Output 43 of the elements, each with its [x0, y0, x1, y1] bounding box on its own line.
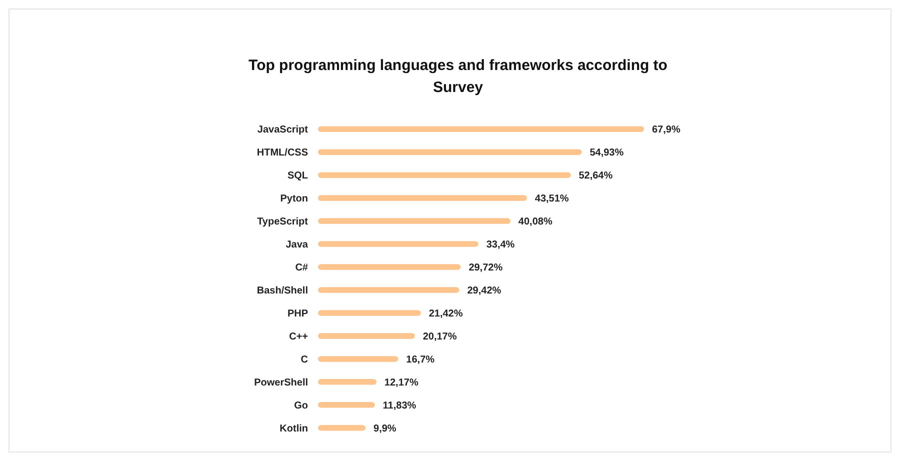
chart-title: Top programming languages and frameworks according to Survey: [248, 57, 668, 96]
data-label: 16,7%: [406, 354, 435, 366]
y-tick-label: C++: [289, 331, 308, 342]
bar: [318, 241, 478, 247]
data-label: 67,9%: [652, 124, 680, 136]
data-label: 54,93%: [590, 148, 624, 159]
data-label: 11,83%: [382, 400, 416, 412]
bar: [318, 195, 527, 201]
bar: [318, 379, 376, 385]
y-tick-label: C: [300, 354, 308, 366]
y-tick-label: HTML/CSS: [256, 148, 308, 159]
y-tick-label: Go: [294, 400, 308, 412]
data-label: 40,08%: [518, 216, 552, 228]
bar: [318, 287, 460, 293]
data-label: 33,4%: [486, 240, 515, 251]
bar: [318, 425, 366, 431]
y-tick-label: JavaScript: [257, 124, 309, 136]
y-tick-label: Java: [286, 240, 308, 251]
data-label: 29,72%: [468, 262, 503, 274]
bar: [318, 218, 510, 224]
bar: [318, 333, 415, 339]
y-tick-label: SQL: [287, 170, 308, 182]
data-label: 20,17%: [422, 331, 457, 342]
y-tick-label: C#: [295, 262, 308, 274]
data-label: 21,42%: [428, 308, 463, 320]
bar: [318, 126, 644, 132]
data-label: 9,9%: [374, 423, 396, 434]
y-tick-label: Bash/Shell: [256, 285, 308, 296]
bar: [318, 402, 375, 408]
data-label: 12,17%: [384, 377, 418, 388]
data-label: 43,51%: [534, 194, 569, 205]
data-label: 29,42%: [467, 285, 502, 296]
bar: [318, 264, 461, 270]
bar: [318, 172, 571, 178]
y-tick-label: Pyton: [280, 194, 308, 205]
data-label: 52,64%: [578, 170, 613, 182]
bar: [318, 356, 398, 362]
y-tick-label: PHP: [287, 308, 308, 320]
bar: [318, 149, 582, 155]
y-tick-label: Kotlin: [280, 423, 308, 434]
y-tick-label: TypeScript: [257, 216, 309, 228]
bar: [318, 310, 421, 316]
y-tick-label: PowerShell: [254, 377, 308, 388]
